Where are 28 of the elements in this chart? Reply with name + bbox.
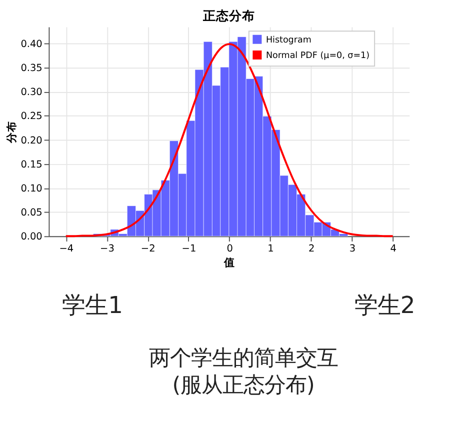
text: 两个学生的简单交互: [149, 346, 338, 371]
legend-label: Histogram: [266, 35, 312, 46]
text: 学生1: [62, 291, 123, 320]
chart-title: 正态分布: [202, 8, 255, 23]
line-series: [64, 43, 394, 238]
y-tick-label: 0.40: [20, 38, 42, 50]
y-tick-label: 0.00: [20, 232, 42, 243]
x-tick-label: 1: [268, 243, 274, 254]
x-tick-label: 4: [390, 243, 396, 254]
x-tick-label: −2: [140, 243, 156, 254]
x-tick-label: −1: [182, 243, 196, 254]
legend-label: Normal PDF (μ=0, σ=1): [266, 50, 370, 61]
text: 学生2: [354, 291, 416, 320]
x-tick-label: −3: [100, 243, 114, 254]
y-axis-title: 分布: [4, 120, 18, 144]
x-tick-label: −4: [59, 243, 74, 254]
x-tick-label: 2: [308, 243, 315, 254]
y-tick-label: 0.35: [20, 63, 42, 74]
x-tick-label: 3: [349, 243, 356, 254]
y-tick-label: 0.10: [20, 183, 42, 194]
y-tick-label: 0.05: [20, 207, 42, 218]
text: (服从正态分布): [172, 373, 315, 398]
x-tick-label: 0: [226, 243, 233, 254]
y-tick-label: 0.30: [20, 87, 42, 98]
y-tick-label: 0.15: [20, 159, 42, 170]
y-tick-label: 0.25: [20, 111, 42, 122]
x-axis-title: 值: [222, 256, 235, 269]
y-tick-label: 0.20: [20, 135, 42, 146]
